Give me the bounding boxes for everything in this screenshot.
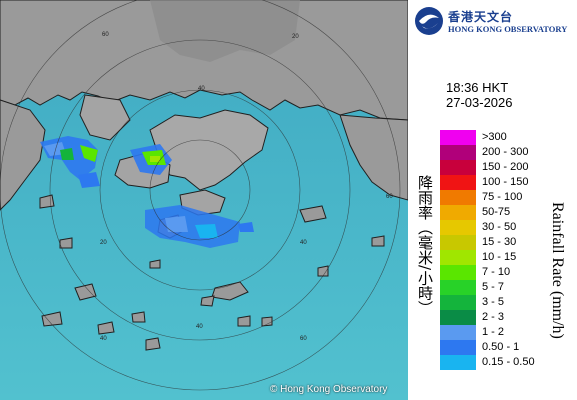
legend-swatch — [440, 340, 476, 355]
mainland-highlands — [150, 0, 300, 62]
legend-row: 30 - 50 — [440, 220, 577, 235]
legend-swatch — [440, 325, 476, 340]
svg-text:40: 40 — [300, 240, 307, 246]
legend-swatch — [440, 295, 476, 310]
radar-time: 18:36 HKT — [446, 80, 509, 95]
legend-label: 100 - 150 — [482, 176, 529, 188]
legend-swatch — [440, 310, 476, 325]
legend-label: 2 - 3 — [482, 311, 505, 323]
legend-row: 0.15 - 0.50 — [440, 355, 577, 370]
legend-row: 7 - 10 — [440, 265, 577, 280]
legend-label: 50-75 — [482, 206, 511, 218]
legend-row: 100 - 150 — [440, 175, 577, 190]
legend-label: 3 - 5 — [482, 296, 505, 308]
legend-label: 200 - 300 — [482, 146, 529, 158]
legend-label: 0.50 - 1 — [482, 341, 520, 353]
legend-row: 3 - 5 — [440, 295, 577, 310]
svg-text:20: 20 — [100, 240, 107, 246]
info-panel: 香港天文台 HONG KONG OBSERVATORY 18:36 HKT 27… — [408, 0, 577, 400]
legend-label: 150 - 200 — [482, 161, 529, 173]
svg-text:40: 40 — [196, 324, 203, 330]
west-coast — [0, 99, 46, 211]
svg-text:40: 40 — [100, 336, 107, 342]
legend-swatch — [440, 145, 476, 160]
legend-swatch — [440, 190, 476, 205]
legend-label: >300 — [482, 131, 507, 143]
radar-map[interactable]: 60 40 20 20 40 60 40 60 40 © Hong Kong O… — [0, 0, 408, 400]
svg-text:40: 40 — [198, 86, 205, 92]
hko-emblem-icon — [415, 7, 443, 35]
legend-swatch — [440, 355, 476, 370]
legend-row: 0.50 - 1 — [440, 340, 577, 355]
legend-label: 5 - 7 — [482, 281, 505, 293]
legend-row: 1 - 2 — [440, 325, 577, 340]
legend-row: 5 - 7 — [440, 280, 577, 295]
legend-label: 30 - 50 — [482, 221, 517, 233]
legend-title-en: Rainfall Rate (mm/h) — [549, 201, 566, 339]
radar-date: 27-03-2026 — [446, 95, 513, 110]
svg-text:60: 60 — [300, 336, 307, 342]
legend-swatch — [440, 175, 476, 190]
legend-label: 15 - 30 — [482, 236, 517, 248]
legend-row: 2 - 3 — [440, 310, 577, 325]
legend-row: 50-75 — [440, 205, 577, 220]
legend-label: 75 - 100 — [482, 191, 523, 203]
radar-map-canvas: 60 40 20 20 40 60 40 60 40 — [0, 0, 408, 400]
legend-swatch — [440, 280, 476, 295]
legend-swatch — [440, 205, 476, 220]
range-rings — [0, 0, 401, 391]
org-name-cn: 香港天文台 — [448, 10, 514, 24]
legend-row: 10 - 15 — [440, 250, 577, 265]
legend-row: 15 - 30 — [440, 235, 577, 250]
left-island-mass — [79, 94, 131, 141]
svg-text:20: 20 — [292, 34, 299, 40]
svg-text:60: 60 — [386, 194, 393, 200]
hong-kong-land — [149, 109, 269, 191]
range-labels: 60 40 20 20 40 60 40 60 40 — [100, 32, 393, 342]
legend-swatch — [440, 265, 476, 280]
legend-row: 75 - 100 — [440, 190, 577, 205]
legend-row: 200 - 300 — [440, 145, 577, 160]
hko-logo[interactable]: 香港天文台 HONG KONG OBSERVATORY — [414, 6, 574, 38]
legend-swatch — [440, 130, 476, 145]
legend-row: >300 — [440, 130, 577, 145]
legend-swatch — [440, 160, 476, 175]
legend-row: 150 - 200 — [440, 160, 577, 175]
copyright-notice: © Hong Kong Observatory — [270, 384, 388, 395]
legend-swatch — [440, 220, 476, 235]
legend-label: 7 - 10 — [482, 266, 511, 278]
right-coast — [339, 114, 408, 201]
legend-label: 0.15 - 0.50 — [482, 356, 535, 368]
legend-label: 10 - 15 — [482, 251, 517, 263]
legend-swatch — [440, 250, 476, 265]
org-name-en: HONG KONG OBSERVATORY — [448, 24, 568, 34]
legend-title-cn: 降雨率（毫米/小時） — [416, 175, 434, 316]
legend-swatch — [440, 235, 476, 250]
legend-label: 1 - 2 — [482, 326, 505, 338]
svg-text:60: 60 — [102, 32, 109, 38]
